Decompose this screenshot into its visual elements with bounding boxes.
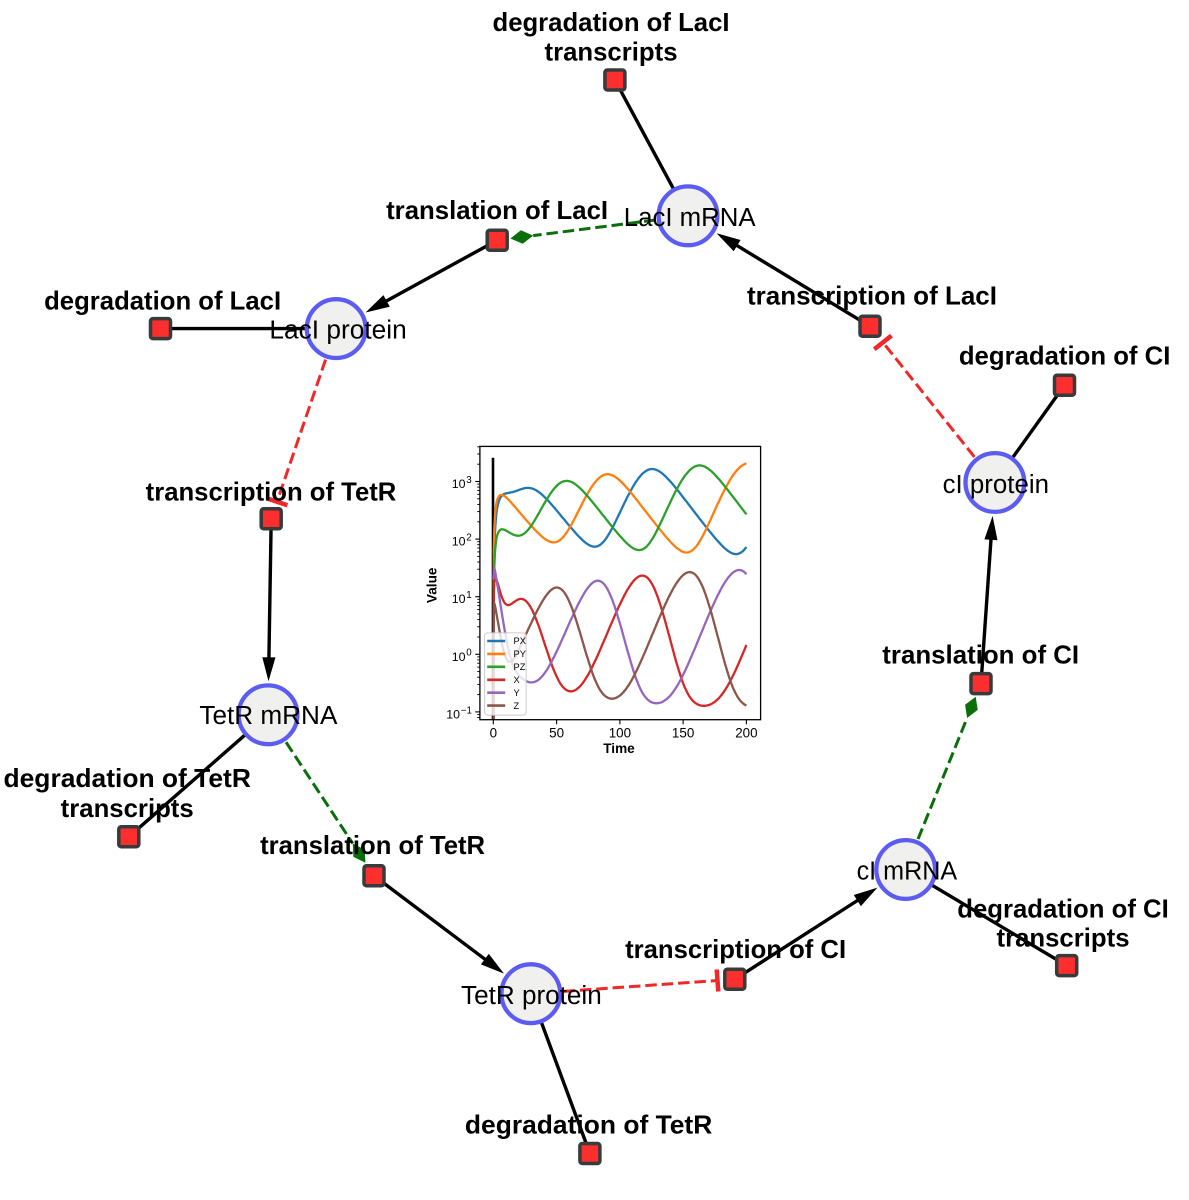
svg-text:10: 10: [452, 535, 466, 549]
svg-text:cI mRNA: cI mRNA: [857, 857, 958, 885]
svg-text:0: 0: [490, 726, 497, 741]
svg-text:0: 0: [466, 648, 472, 659]
svg-text:transcription of LacI: transcription of LacI: [747, 283, 997, 311]
svg-text:TetR mRNA: TetR mRNA: [199, 702, 337, 730]
svg-text:200: 200: [735, 726, 757, 741]
svg-text:degradation of CI: degradation of CI: [959, 342, 1171, 370]
svg-text:cI protein: cI protein: [943, 471, 1049, 499]
svg-text:−1: −1: [461, 705, 472, 716]
svg-text:3: 3: [466, 475, 472, 486]
svg-text:Z: Z: [514, 701, 520, 711]
svg-text:transcripts: transcripts: [61, 795, 194, 823]
svg-text:TetR protein: TetR protein: [461, 982, 602, 1010]
svg-text:10: 10: [446, 707, 460, 721]
svg-text:transcription of CI: transcription of CI: [625, 936, 846, 964]
svg-text:10: 10: [452, 650, 466, 664]
svg-text:transcription of TetR: transcription of TetR: [146, 478, 397, 506]
svg-text:100: 100: [609, 726, 631, 741]
svg-text:2: 2: [466, 533, 471, 544]
svg-text:degradation of LacI: degradation of LacI: [44, 288, 281, 316]
svg-text:degradation of TetR: degradation of TetR: [465, 1111, 712, 1139]
svg-text:Value: Value: [425, 567, 440, 603]
svg-text:LacI protein: LacI protein: [269, 316, 406, 344]
svg-text:50: 50: [549, 726, 564, 741]
svg-text:degradation of CI: degradation of CI: [957, 895, 1169, 923]
svg-text:Y: Y: [514, 688, 520, 698]
svg-text:PX: PX: [514, 636, 526, 646]
svg-text:10: 10: [452, 592, 466, 606]
svg-text:10: 10: [452, 477, 466, 491]
svg-text:1: 1: [466, 590, 471, 601]
svg-text:translation of LacI: translation of LacI: [386, 197, 608, 225]
svg-text:transcripts: transcripts: [997, 924, 1130, 952]
svg-text:LacI mRNA: LacI mRNA: [624, 204, 756, 232]
svg-text:PZ: PZ: [514, 662, 526, 672]
svg-text:degradation of TetR: degradation of TetR: [4, 765, 251, 793]
svg-text:Time: Time: [603, 741, 635, 756]
svg-text:PY: PY: [514, 649, 526, 659]
svg-text:transcripts: transcripts: [545, 39, 678, 67]
svg-text:X: X: [514, 675, 520, 685]
svg-text:degradation of LacI: degradation of LacI: [493, 9, 730, 37]
svg-text:150: 150: [672, 726, 694, 741]
svg-text:translation of TetR: translation of TetR: [260, 832, 485, 860]
svg-text:translation of CI: translation of CI: [882, 642, 1079, 670]
